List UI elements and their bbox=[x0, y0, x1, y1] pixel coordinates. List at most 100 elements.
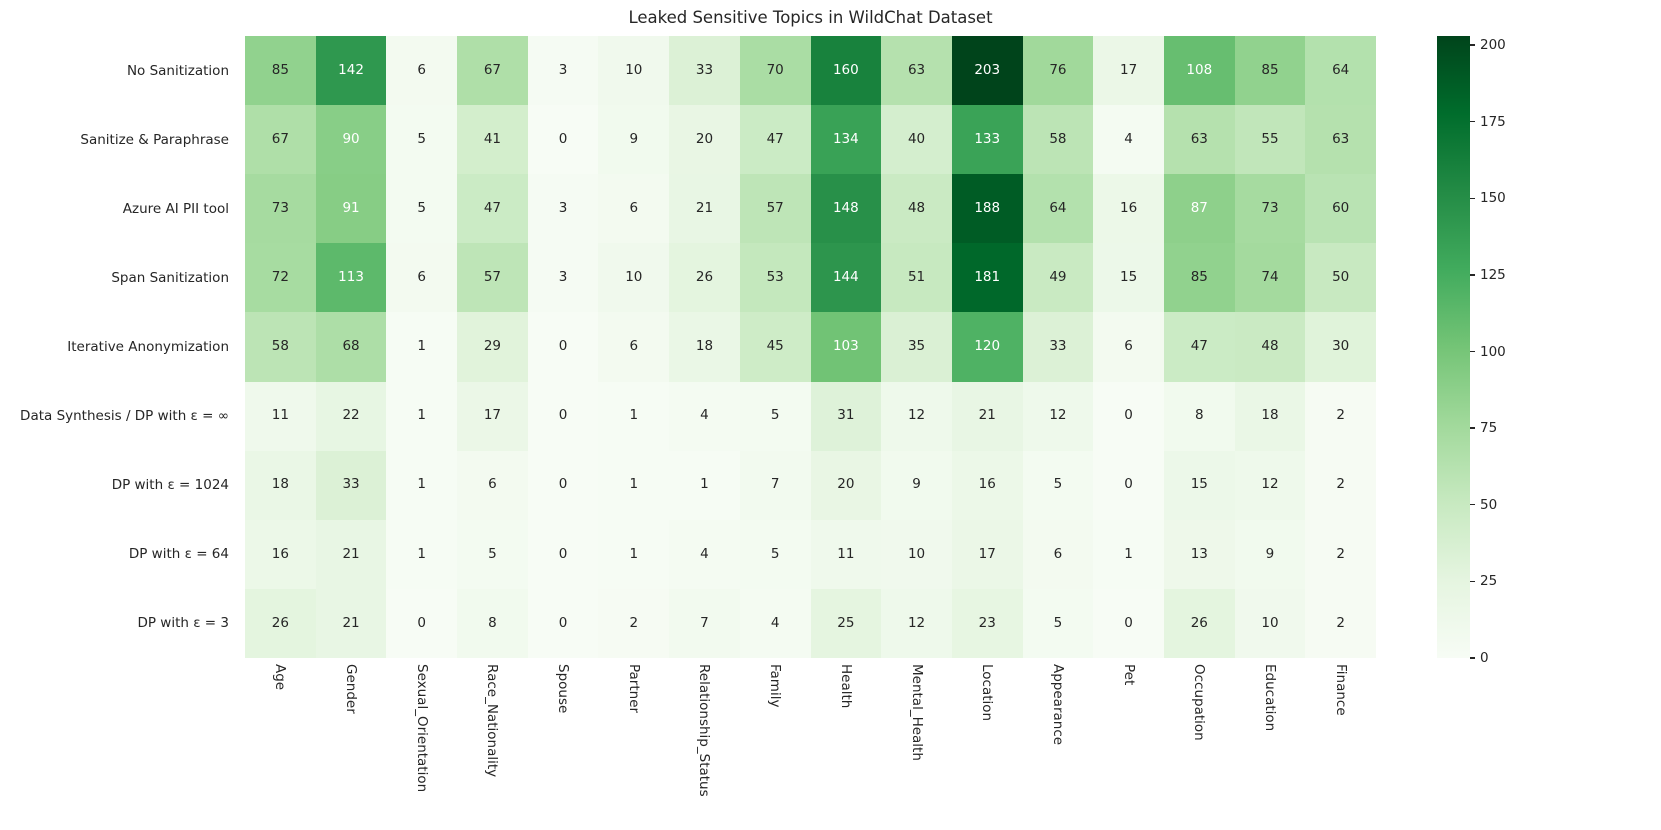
heatmap-cell: 133 bbox=[951, 105, 1023, 175]
heatmap-cell: 188 bbox=[951, 174, 1023, 244]
heatmap-cell: 13 bbox=[1163, 519, 1235, 589]
x-tick-label: Occupation bbox=[1191, 664, 1208, 741]
x-tick-label: Sexual_Orientation bbox=[413, 664, 430, 793]
heatmap-cell: 181 bbox=[951, 243, 1023, 313]
heatmap-cell: 10 bbox=[598, 36, 670, 106]
heatmap-cell: 63 bbox=[1163, 105, 1235, 175]
heatmap-cell: 9 bbox=[881, 450, 952, 520]
x-tick-label: Gender bbox=[343, 664, 360, 714]
heatmap-cell: 2 bbox=[598, 588, 670, 658]
x-tick-label: Mental_Health bbox=[908, 664, 925, 761]
heatmap-cell: 29 bbox=[457, 312, 528, 382]
heatmap-cell: 6 bbox=[598, 174, 670, 244]
heatmap-cell: 21 bbox=[951, 381, 1023, 451]
x-tick-label: Education bbox=[1261, 664, 1278, 732]
heatmap-cell: 0 bbox=[1093, 450, 1164, 520]
heatmap-cell: 1 bbox=[1093, 519, 1164, 589]
colorbar-gradient bbox=[1437, 36, 1470, 658]
heatmap-cell: 3 bbox=[527, 243, 599, 313]
heatmap-cell: 17 bbox=[1093, 36, 1164, 106]
heatmap-cell: 0 bbox=[1093, 588, 1164, 658]
heatmap-cell: 6 bbox=[1093, 312, 1164, 382]
heatmap-cell: 87 bbox=[1163, 174, 1235, 244]
heatmap-cell: 7 bbox=[739, 450, 811, 520]
heatmap-cell: 160 bbox=[810, 36, 882, 106]
heatmap-cell: 0 bbox=[527, 588, 599, 658]
y-tick-label: Data Synthesis / DP with ε = ∞ bbox=[20, 408, 229, 425]
x-tick-label: Location bbox=[979, 664, 996, 722]
heatmap-cell: 85 bbox=[1163, 243, 1235, 313]
heatmap-cell: 58 bbox=[1022, 105, 1094, 175]
heatmap-cell: 3 bbox=[527, 36, 599, 106]
heatmap-cell: 3 bbox=[527, 174, 599, 244]
heatmap-cell: 64 bbox=[1022, 174, 1094, 244]
heatmap-cell: 1 bbox=[669, 450, 740, 520]
heatmap-cell: 35 bbox=[881, 312, 952, 382]
x-tick-label: Relationship_Status bbox=[696, 664, 713, 797]
x-tick-label: Health bbox=[837, 664, 854, 709]
heatmap-cell: 85 bbox=[245, 36, 316, 106]
heatmap-cell: 1 bbox=[386, 312, 458, 382]
heatmap-cell: 26 bbox=[1163, 588, 1235, 658]
heatmap-cell: 0 bbox=[527, 312, 599, 382]
heatmap-cell: 21 bbox=[315, 519, 387, 589]
y-tick-label: DP with ε = 64 bbox=[128, 546, 229, 563]
heatmap-grid: 85 142 6 67 3 10 33 70 160 63 203 76 17 108 85 64 67 90 5 4… bbox=[245, 36, 1376, 658]
heatmap-cell: 7 bbox=[669, 588, 740, 658]
heatmap-cell: 11 bbox=[245, 381, 316, 451]
heatmap-cell: 2 bbox=[1305, 588, 1376, 658]
colorbar-tick bbox=[1470, 274, 1475, 276]
heatmap-cell: 33 bbox=[669, 36, 740, 106]
heatmap-cell: 64 bbox=[1305, 36, 1376, 106]
heatmap-cell: 47 bbox=[1163, 312, 1235, 382]
heatmap-cell: 74 bbox=[1234, 243, 1306, 313]
heatmap-cell: 31 bbox=[810, 381, 882, 451]
heatmap-cell: 41 bbox=[457, 105, 528, 175]
heatmap-cell: 5 bbox=[1022, 450, 1094, 520]
heatmap-cell: 120 bbox=[951, 312, 1023, 382]
heatmap-cell: 5 bbox=[386, 174, 458, 244]
colorbar-tick-label: 175 bbox=[1480, 113, 1506, 130]
chart-title: Leaked Sensitive Topics in WildChat Data… bbox=[628, 8, 993, 27]
colorbar-tick-label: 75 bbox=[1480, 420, 1498, 437]
colorbar-tick bbox=[1470, 121, 1475, 123]
heatmap-cell: 16 bbox=[951, 450, 1023, 520]
heatmap-cell: 12 bbox=[881, 381, 952, 451]
heatmap-cell: 91 bbox=[315, 174, 387, 244]
heatmap-cell: 5 bbox=[739, 381, 811, 451]
colorbar-tick bbox=[1470, 350, 1475, 353]
heatmap-cell: 30 bbox=[1305, 312, 1376, 382]
heatmap-cell: 4 bbox=[669, 381, 740, 451]
heatmap-cell: 6 bbox=[386, 243, 458, 313]
heatmap-cell: 67 bbox=[457, 36, 528, 106]
heatmap-cell: 63 bbox=[1305, 105, 1376, 175]
heatmap-cell: 9 bbox=[1234, 519, 1306, 589]
heatmap-cell: 1 bbox=[386, 381, 458, 451]
colorbar-tick-label: 200 bbox=[1480, 37, 1506, 54]
x-tick-label: Family bbox=[767, 664, 784, 708]
heatmap-cell: 57 bbox=[739, 174, 811, 244]
heatmap-cell: 22 bbox=[315, 381, 387, 451]
heatmap-cell: 45 bbox=[739, 312, 811, 382]
heatmap-cell: 0 bbox=[527, 381, 599, 451]
heatmap-cell: 26 bbox=[245, 588, 316, 658]
heatmap-cell: 50 bbox=[1305, 243, 1376, 313]
heatmap-cell: 18 bbox=[1234, 381, 1306, 451]
colorbar-tick-label: 125 bbox=[1480, 266, 1506, 283]
heatmap-cell: 2 bbox=[1305, 519, 1376, 589]
heatmap-cell: 76 bbox=[1022, 36, 1094, 106]
heatmap-cell: 144 bbox=[810, 243, 882, 313]
heatmap-cell: 60 bbox=[1305, 174, 1376, 244]
heatmap-cell: 21 bbox=[669, 174, 740, 244]
heatmap-cell: 10 bbox=[598, 243, 670, 313]
heatmap-cell: 15 bbox=[1163, 450, 1235, 520]
heatmap-cell: 70 bbox=[739, 36, 811, 106]
heatmap-cell: 2 bbox=[1305, 381, 1376, 451]
heatmap-cell: 33 bbox=[315, 450, 387, 520]
heatmap-cell: 21 bbox=[315, 588, 387, 658]
x-tick-label: Partner bbox=[625, 664, 642, 714]
heatmap-cell: 1 bbox=[598, 381, 670, 451]
heatmap-cell: 49 bbox=[1022, 243, 1094, 313]
y-tick-label: Span Sanitization bbox=[111, 269, 229, 286]
